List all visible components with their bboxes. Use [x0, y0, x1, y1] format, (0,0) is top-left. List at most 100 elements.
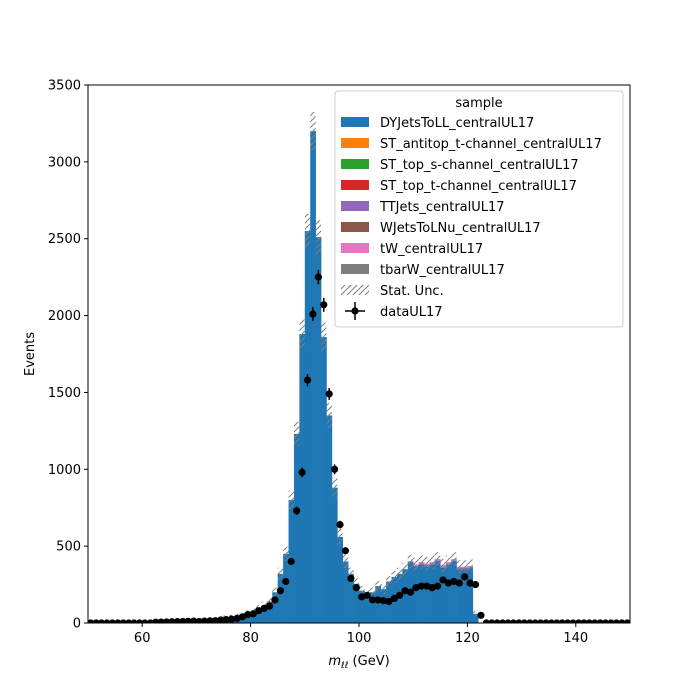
- bar-dyjetstoll-centralul17-113: [429, 564, 436, 623]
- stat-unc-93: [321, 322, 327, 352]
- data-point-69: [190, 617, 198, 623]
- data-point-94: [325, 390, 333, 398]
- bar-dyjetstoll-centralul17-120: [467, 568, 474, 623]
- stat-unc-103: [375, 580, 381, 592]
- legend-label-tbarw-centralul17: tbarW_centralUL17: [380, 263, 505, 278]
- data-point-68: [184, 617, 192, 623]
- data-point-95: [331, 465, 339, 473]
- data-point-111: [417, 582, 425, 590]
- bar-dyjetstoll-centralul17-110: [413, 566, 419, 623]
- bar-dyjetstoll-centralul17-116: [445, 564, 452, 623]
- bar-dyjetstoll-centralul17-92: [315, 237, 322, 623]
- stat-unc-97: [342, 554, 349, 569]
- y-tick-label-2000: 2000: [48, 309, 81, 324]
- data-point-53: [103, 619, 111, 623]
- y-tick-label-3500: 3500: [48, 79, 81, 94]
- data-point-67: [179, 617, 187, 623]
- bar-dyjetstoll-centralul17-108: [402, 569, 409, 623]
- data-point-109: [406, 588, 415, 596]
- data-point-104: [379, 597, 387, 605]
- data-point-64: [162, 618, 171, 623]
- bar-dyjetstoll-centralul17-82: [261, 605, 268, 623]
- x-tick-label-100: 100: [347, 631, 372, 646]
- stat-unc-85: [277, 567, 284, 580]
- stat-unc-108: [402, 562, 408, 576]
- stat-unc-90: [304, 213, 311, 249]
- data-point-99: [352, 584, 360, 592]
- data-point-100: [358, 593, 366, 601]
- stat-unc-105: [386, 575, 392, 588]
- bar-dyjetstoll-centralul17-91: [310, 131, 316, 623]
- data-point-124: [488, 619, 496, 623]
- data-point-127: [504, 619, 512, 623]
- stat-unc-87: [288, 490, 294, 510]
- data-point-63: [157, 618, 165, 623]
- stat-unc-109: [407, 554, 414, 569]
- stat-unc-98: [348, 567, 354, 580]
- stat-unc-99: [353, 578, 359, 590]
- data-point-118: [455, 579, 463, 587]
- stat-unc-116: [445, 555, 452, 569]
- data-point-101: [363, 591, 371, 599]
- y-tick-label-1000: 1000: [48, 463, 81, 478]
- data-point-115: [439, 576, 447, 584]
- data-point-89: [298, 468, 306, 476]
- bar-dyjetstoll-centralul17-81: [256, 608, 262, 623]
- y-tick-label-3000: 3000: [48, 155, 81, 170]
- data-point-74: [217, 616, 225, 623]
- stat-unc-113: [429, 555, 435, 569]
- data-point-137: [558, 619, 566, 623]
- data-point-117: [450, 577, 458, 586]
- data-point-75: [222, 616, 230, 623]
- stat-unc-106: [391, 571, 397, 583]
- data-point-126: [499, 619, 507, 623]
- stat-unc-91: [310, 111, 316, 151]
- x-tick-label-120: 120: [455, 631, 480, 646]
- data-point-130: [520, 619, 528, 623]
- x-axis-label-base: m: [328, 654, 341, 669]
- stat-unc-104: [380, 584, 387, 595]
- x-axis-label-sub: ℓℓ: [340, 661, 348, 671]
- data-point-81: [255, 607, 263, 615]
- legend-label-wjetstolnu-centralul17: WJetsToLNu_centralUL17: [380, 221, 541, 236]
- data-point-145: [602, 619, 610, 623]
- data-points: [88, 269, 630, 623]
- x-axis-label: mℓℓ (GeV): [328, 654, 389, 671]
- data-point-140: [574, 619, 583, 623]
- bar-dyjetstoll-centralul17-118: [456, 569, 463, 623]
- data-point-65: [168, 618, 176, 623]
- data-point-125: [493, 619, 501, 623]
- bar-dyjetstoll-centralul17-104: [380, 589, 387, 623]
- bar-dyjetstoll-centralul17-114: [434, 561, 441, 623]
- x-tick-label-80: 80: [242, 631, 259, 646]
- data-point-112: [423, 582, 431, 590]
- data-point-119: [461, 573, 469, 581]
- legend-swatch-stat-unc-: [341, 285, 369, 295]
- data-point-87: [287, 557, 295, 566]
- data-point-149: [623, 619, 630, 623]
- data-point-86: [282, 577, 290, 586]
- stat-unc-111: [418, 555, 425, 569]
- bar-dyjetstoll-centralul17-121: [472, 613, 479, 623]
- data-point-121: [471, 580, 480, 589]
- data-point-143: [591, 619, 599, 623]
- stat-unc-114: [434, 552, 441, 566]
- stat-unc-118: [456, 560, 462, 574]
- stat-unc-120: [467, 559, 473, 573]
- data-point-57: [125, 619, 133, 623]
- data-point-133: [536, 619, 545, 623]
- bar-dyjetstoll-centralul17-97: [342, 561, 349, 623]
- legend-swatch-ttjets-centralul17: [341, 201, 369, 211]
- bar-dyjetstoll-centralul17-112: [424, 566, 430, 623]
- data-point-83: [265, 602, 274, 610]
- data-point-102: [368, 596, 377, 604]
- bar-dyjetstoll-centralul17-89: [299, 334, 306, 623]
- legend-box: [334, 90, 624, 328]
- y-tick-label-500: 500: [56, 540, 81, 555]
- legend-label-st-top-t-channel-centralul17: ST_top_t-channel_centralUL17: [380, 179, 577, 194]
- data-point-66: [173, 618, 182, 623]
- legend-swatch-wjetstolnu-centralul17: [341, 222, 369, 232]
- data-point-85: [276, 587, 285, 595]
- data-point-98: [347, 574, 355, 583]
